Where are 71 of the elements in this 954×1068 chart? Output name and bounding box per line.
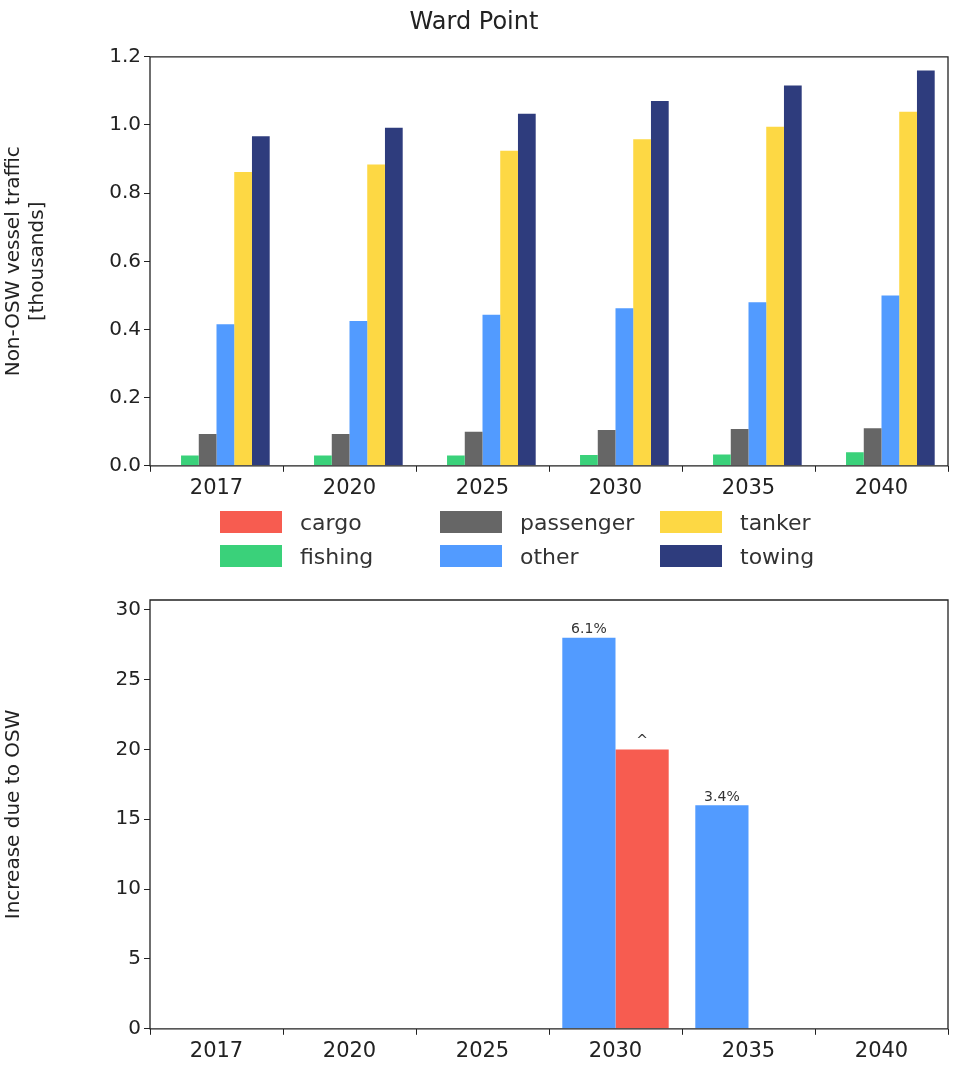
bar bbox=[730, 428, 749, 466]
y-tick-label: 0.6 bbox=[109, 247, 141, 272]
bar bbox=[846, 452, 864, 466]
y-tick-label: 5 bbox=[128, 945, 141, 970]
bar bbox=[251, 136, 270, 466]
bar bbox=[899, 111, 917, 466]
bar bbox=[580, 454, 598, 466]
legend-label: passenger bbox=[520, 509, 635, 535]
y-tick-label: 30 bbox=[115, 595, 141, 620]
y-tick-label: 20 bbox=[115, 735, 141, 760]
x-tick-label: 2020 bbox=[322, 474, 377, 499]
legend-label: other bbox=[520, 543, 579, 569]
bar bbox=[650, 101, 669, 466]
y-tick-label: 0.4 bbox=[109, 315, 141, 340]
legend-label: tanker bbox=[740, 509, 811, 535]
bar bbox=[863, 428, 882, 466]
bar bbox=[500, 150, 518, 466]
bar bbox=[748, 302, 767, 466]
bar bbox=[482, 314, 501, 466]
annotation: ^ bbox=[636, 732, 648, 749]
y-axis-title: Increase due to OSW bbox=[0, 709, 25, 920]
legend-label: fishing bbox=[300, 543, 374, 569]
y-tick-label: 0.2 bbox=[109, 383, 141, 408]
bar bbox=[695, 805, 749, 1029]
bar bbox=[198, 434, 217, 466]
legend-label: cargo bbox=[300, 509, 362, 535]
x-tick-label: 2040 bbox=[854, 1037, 909, 1062]
x-tick-label: 2030 bbox=[588, 1037, 643, 1062]
bar bbox=[331, 434, 350, 466]
y-tick-label: 1.0 bbox=[109, 111, 141, 136]
bar bbox=[464, 431, 483, 466]
chart-title: Ward Point bbox=[409, 6, 539, 35]
x-tick-label: 2030 bbox=[588, 474, 643, 499]
bar bbox=[597, 430, 616, 466]
bar bbox=[766, 126, 784, 466]
bar bbox=[384, 127, 403, 466]
y-tick-label: 0.8 bbox=[109, 179, 141, 204]
y-tick-label: 10 bbox=[115, 875, 141, 900]
bar bbox=[314, 455, 332, 466]
x-tick-label: 2035 bbox=[721, 474, 776, 499]
y-tick-label: 1.2 bbox=[109, 43, 141, 67]
bar bbox=[783, 85, 802, 466]
bar bbox=[517, 113, 536, 466]
bar bbox=[881, 295, 900, 466]
x-tick-label: 2035 bbox=[721, 1037, 776, 1062]
x-tick-label: 2025 bbox=[455, 474, 510, 499]
bar bbox=[234, 172, 252, 466]
x-tick-label: 2017 bbox=[189, 1037, 244, 1062]
bar bbox=[367, 164, 385, 466]
annotation: 6.1% bbox=[571, 620, 607, 637]
bar bbox=[181, 455, 199, 466]
y-tick-label: 25 bbox=[115, 665, 141, 690]
x-tick-label: 2020 bbox=[322, 1037, 377, 1062]
legend-label: towing bbox=[740, 543, 815, 569]
bar bbox=[713, 454, 731, 466]
x-tick-label: 2017 bbox=[189, 474, 244, 499]
bar bbox=[216, 324, 235, 466]
bar bbox=[447, 455, 465, 466]
y-tick-label: 15 bbox=[115, 805, 141, 830]
x-tick-label: 2040 bbox=[854, 474, 909, 499]
annotation: 3.4% bbox=[704, 787, 740, 804]
x-tick-label: 2025 bbox=[455, 1037, 510, 1062]
bar bbox=[615, 749, 669, 1029]
y-tick-label: 0.0 bbox=[109, 452, 141, 476]
bar bbox=[562, 637, 616, 1029]
bar bbox=[916, 70, 935, 466]
bar bbox=[349, 320, 368, 466]
y-axis-title: Non-OSW vessel traffic [thousands] bbox=[0, 146, 49, 377]
bar bbox=[615, 308, 634, 466]
y-tick-label: 0 bbox=[128, 1015, 141, 1039]
bar bbox=[633, 139, 651, 466]
